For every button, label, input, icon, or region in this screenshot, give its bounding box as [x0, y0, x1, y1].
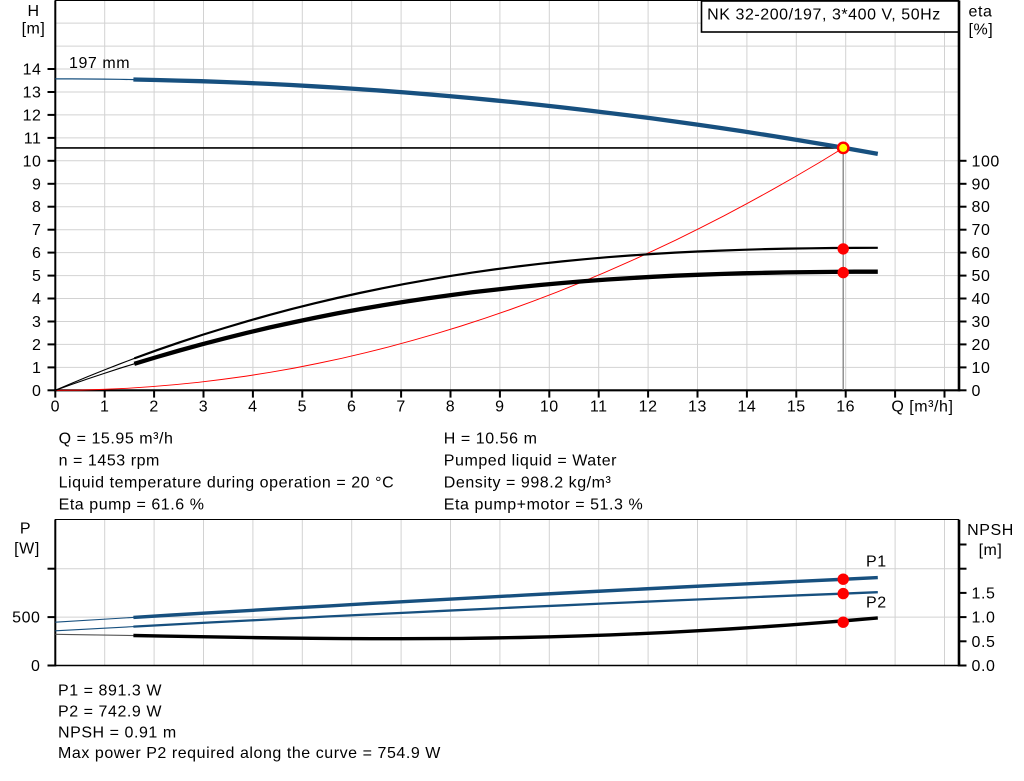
svg-text:[W]: [W] — [14, 541, 40, 558]
svg-text:4: 4 — [32, 291, 41, 308]
svg-text:Eta pump+motor = 51.3 %: Eta pump+motor = 51.3 % — [444, 497, 643, 514]
svg-text:0: 0 — [32, 383, 41, 400]
svg-text:P1: P1 — [866, 554, 887, 571]
svg-text:7: 7 — [396, 399, 405, 416]
svg-text:1: 1 — [32, 360, 41, 377]
svg-text:90: 90 — [972, 176, 991, 193]
svg-text:2: 2 — [32, 337, 41, 354]
svg-text:100: 100 — [972, 153, 1000, 170]
svg-text:NK 32-200/197, 3*400 V, 50Hz: NK 32-200/197, 3*400 V, 50Hz — [707, 6, 941, 23]
svg-text:[%]: [%] — [969, 22, 994, 39]
svg-text:P2 = 742.9 W: P2 = 742.9 W — [58, 703, 162, 720]
svg-text:8: 8 — [32, 199, 41, 216]
svg-text:4: 4 — [248, 399, 257, 416]
svg-text:3: 3 — [199, 399, 208, 416]
svg-text:15: 15 — [787, 399, 806, 416]
svg-text:0: 0 — [51, 399, 60, 416]
svg-text:Density = 998.2 kg/m³: Density = 998.2 kg/m³ — [444, 475, 612, 492]
svg-text:10: 10 — [540, 399, 559, 416]
svg-text:9: 9 — [32, 176, 41, 193]
svg-text:13: 13 — [688, 399, 707, 416]
svg-text:7: 7 — [32, 222, 41, 239]
svg-text:12: 12 — [23, 107, 42, 124]
svg-text:n = 1453 rpm: n = 1453 rpm — [59, 453, 160, 470]
svg-text:50: 50 — [972, 268, 991, 285]
svg-text:11: 11 — [590, 399, 608, 416]
svg-text:H = 10.56 m: H = 10.56 m — [444, 431, 538, 448]
svg-text:0.5: 0.5 — [972, 634, 996, 651]
svg-text:2: 2 — [149, 399, 158, 416]
svg-text:H: H — [27, 3, 39, 20]
svg-text:80: 80 — [972, 199, 991, 216]
svg-text:NPSH = 0.91 m: NPSH = 0.91 m — [58, 724, 177, 741]
svg-text:6: 6 — [347, 399, 356, 416]
svg-text:70: 70 — [972, 222, 991, 239]
svg-text:Q = 15.95 m³/h: Q = 15.95 m³/h — [59, 431, 174, 448]
svg-text:9: 9 — [495, 399, 504, 416]
svg-text:eta: eta — [969, 4, 993, 21]
svg-text:P1 = 891.3 W: P1 = 891.3 W — [58, 683, 162, 700]
svg-text:40: 40 — [972, 291, 991, 308]
svg-text:13: 13 — [23, 84, 42, 101]
svg-text:11: 11 — [24, 130, 42, 147]
svg-text:10: 10 — [23, 153, 42, 170]
svg-text:14: 14 — [737, 399, 756, 416]
svg-text:P: P — [20, 521, 31, 538]
svg-text:Pumped liquid = Water: Pumped liquid = Water — [444, 453, 617, 470]
svg-text:0: 0 — [972, 383, 981, 400]
svg-text:1: 1 — [100, 399, 109, 416]
svg-text:10: 10 — [972, 360, 991, 377]
svg-text:60: 60 — [972, 245, 991, 262]
svg-text:1.0: 1.0 — [972, 610, 996, 627]
svg-text:5: 5 — [32, 268, 41, 285]
svg-text:0.0: 0.0 — [972, 658, 996, 675]
svg-text:30: 30 — [972, 314, 991, 331]
svg-text:12: 12 — [639, 399, 658, 416]
svg-text:20: 20 — [972, 337, 991, 354]
svg-text:8: 8 — [446, 399, 455, 416]
svg-text:14: 14 — [23, 62, 42, 79]
svg-text:P2: P2 — [866, 595, 887, 612]
svg-text:0: 0 — [31, 658, 40, 675]
svg-text:Eta pump = 61.6 %: Eta pump = 61.6 % — [59, 497, 205, 514]
svg-text:16: 16 — [836, 399, 855, 416]
svg-text:[m]: [m] — [979, 542, 1003, 559]
svg-text:197 mm: 197 mm — [69, 55, 130, 72]
svg-text:1.5: 1.5 — [972, 585, 996, 602]
svg-text:500: 500 — [12, 610, 40, 627]
svg-text:Q [m³/h]: Q [m³/h] — [891, 399, 953, 416]
svg-text:NPSH: NPSH — [967, 522, 1014, 539]
svg-text:Liquid temperature during oper: Liquid temperature during operation = 20… — [59, 475, 395, 492]
svg-text:[m]: [m] — [22, 21, 46, 38]
svg-text:6: 6 — [32, 245, 41, 262]
svg-text:3: 3 — [32, 314, 41, 331]
svg-text:5: 5 — [298, 399, 307, 416]
svg-text:Max power P2 required along th: Max power P2 required along the curve = … — [58, 745, 441, 762]
